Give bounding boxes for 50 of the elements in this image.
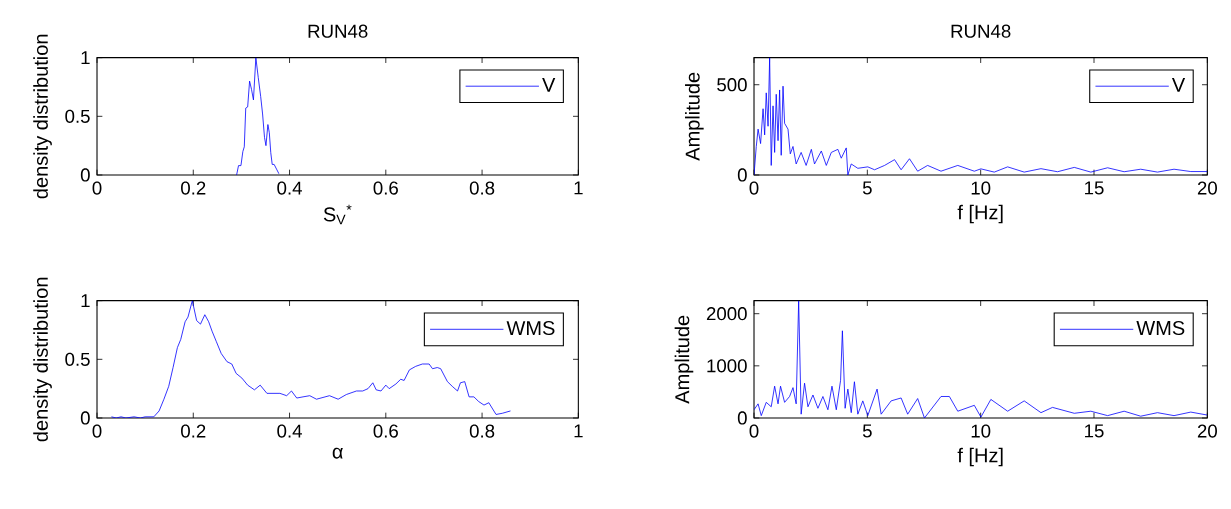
y-tick-label: 0	[737, 168, 747, 182]
y-axis-title: density distribution	[33, 34, 52, 199]
x-tick-label: 5	[862, 424, 872, 438]
line-series	[236, 57, 280, 175]
x-tick-label: 0.2	[181, 181, 206, 195]
x-tick-label: 15	[1085, 424, 1104, 438]
y-tick-label: 0.5	[65, 352, 90, 366]
line-series	[754, 300, 1208, 418]
x-tick-label: 0.4	[277, 181, 302, 195]
line-series	[754, 57, 1208, 175]
y-axis-title: density distribution	[33, 277, 52, 442]
y-axis-title: Amplitude	[674, 315, 694, 404]
y-tick-label: 1	[81, 294, 90, 308]
x-tick-label: 0	[92, 424, 102, 438]
x-tick-label: 0	[749, 424, 759, 438]
chart-title: RUN48	[951, 24, 1011, 38]
y-tick-label: 1	[81, 51, 90, 65]
legend-label: WMS	[506, 320, 555, 336]
x-tick-label: 0.8	[469, 181, 495, 195]
y-axis-title: Amplitude	[685, 72, 704, 161]
y-tick-label: 500	[717, 78, 747, 92]
x-tick-label: 20	[1197, 424, 1217, 438]
x-tick-label: 15	[1085, 181, 1104, 195]
y-tick-label: 0	[80, 411, 90, 425]
x-tick-label: 1	[574, 181, 583, 195]
y-tick-label: 2000	[706, 307, 747, 321]
chart-title: RUN48	[308, 24, 368, 38]
x-axis-title: f [Hz]	[957, 204, 1003, 224]
y-tick-label: 0	[737, 411, 747, 425]
x-tick-label: 0.6	[373, 424, 398, 438]
x-tick-label: 10	[971, 181, 991, 195]
legend-label: V	[542, 77, 556, 92]
x-tick-label: 0	[92, 181, 102, 195]
x-tick-label: 0	[749, 181, 759, 195]
x-tick-label: 0.6	[373, 181, 398, 195]
legend-label: WMS	[1136, 320, 1185, 336]
x-tick-label: 1	[574, 424, 583, 438]
x-axis-title: f [Hz]	[957, 447, 1003, 467]
y-tick-label: 1000	[707, 359, 747, 373]
x-tick-label: 5	[862, 181, 872, 195]
x-tick-label: 0.8	[469, 424, 495, 438]
y-tick-label: 0	[80, 168, 90, 182]
x-tick-label: 0.2	[181, 424, 206, 438]
x-tick-label: 10	[971, 424, 991, 438]
x-axis-title: S$_{V}$*	[323, 204, 352, 225]
legend-label: V	[1171, 77, 1186, 92]
y-tick-label: 0.5	[65, 109, 90, 123]
x-axis-title: α	[332, 447, 343, 459]
x-tick-label: 20	[1197, 181, 1217, 195]
x-tick-label: 0.4	[277, 424, 302, 438]
